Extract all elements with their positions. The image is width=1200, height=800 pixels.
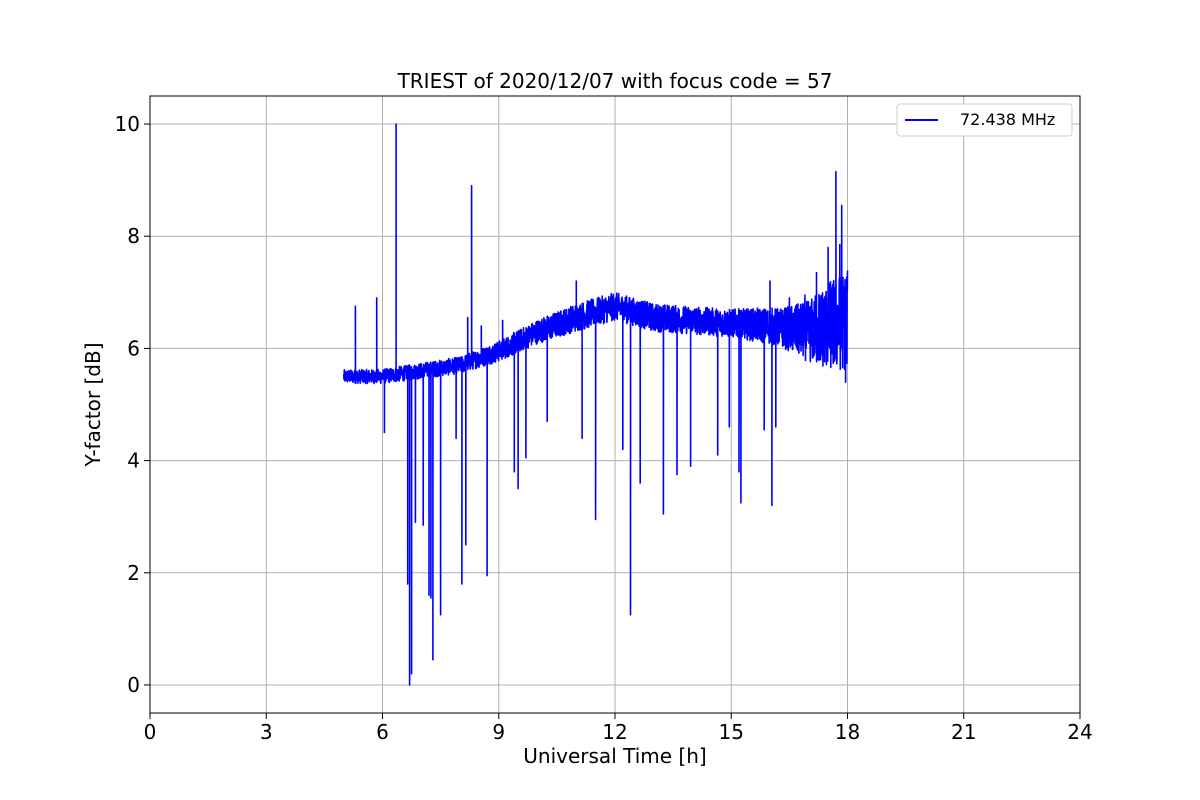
y-tick-label: 2 bbox=[127, 561, 140, 585]
x-tick-label: 12 bbox=[602, 720, 627, 744]
x-axis-ticks: 0 3 6 9 12 15 18 21 24 bbox=[144, 713, 1093, 744]
chart-title: TRIEST of 2020/12/07 with focus code = 5… bbox=[397, 69, 833, 93]
y-tick-label: 4 bbox=[127, 449, 140, 473]
y-tick-label: 10 bbox=[115, 112, 140, 136]
series-layer bbox=[343, 123, 849, 686]
legend: 72.438 MHz bbox=[896, 103, 1073, 137]
y-tick-label: 0 bbox=[127, 673, 140, 697]
x-tick-label: 15 bbox=[719, 720, 744, 744]
y-tick-label: 8 bbox=[127, 224, 140, 248]
y-tick-label: 6 bbox=[127, 336, 140, 360]
y-axis-title: Y-factor [dB] bbox=[81, 342, 105, 467]
x-tick-label: 3 bbox=[260, 720, 273, 744]
series-line-72-438-mhz bbox=[343, 123, 849, 686]
x-axis-title: Universal Time [h] bbox=[523, 744, 706, 768]
x-tick-label: 0 bbox=[144, 720, 157, 744]
legend-box bbox=[896, 103, 1073, 137]
x-tick-label: 6 bbox=[376, 720, 389, 744]
x-tick-label: 24 bbox=[1067, 720, 1092, 744]
legend-label: 72.438 MHz bbox=[960, 110, 1055, 129]
x-tick-label: 21 bbox=[951, 720, 976, 744]
y-axis-ticks: 0 2 4 6 8 10 bbox=[115, 112, 150, 697]
x-tick-label: 18 bbox=[835, 720, 860, 744]
x-tick-label: 9 bbox=[492, 720, 505, 744]
